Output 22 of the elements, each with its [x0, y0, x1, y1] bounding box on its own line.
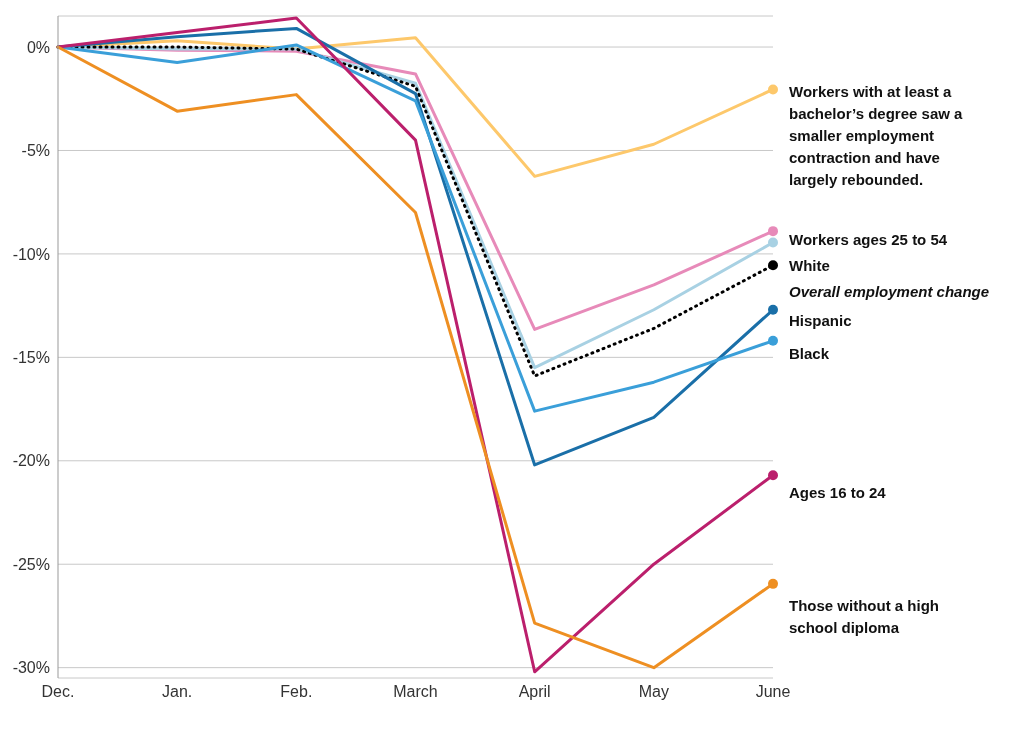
y-tick-label: -15% [12, 349, 50, 367]
series-label: Black [789, 343, 830, 364]
series-label: Those without a high school diploma [789, 596, 939, 639]
x-tick-label: April [518, 683, 551, 701]
x-tick-label: Feb. [280, 683, 313, 701]
y-tick-label: -5% [21, 142, 50, 160]
series-label: Ages 16 to 24 [789, 483, 886, 504]
series-label: Workers with at least a bachelor’s degree saw a smaller employment contraction and have largely rebounded. [789, 82, 963, 191]
y-tick-label: -10% [12, 245, 50, 263]
series-label: White [789, 255, 830, 276]
y-tick-label: -30% [12, 659, 50, 677]
x-tick-label: March [393, 683, 438, 701]
series-label: Workers ages 25 to 54 [789, 229, 948, 250]
x-tick-label: Dec. [41, 683, 75, 701]
x-tick-label: June [755, 683, 791, 701]
y-tick-label: -25% [12, 555, 50, 573]
y-tick-label: -20% [12, 452, 50, 470]
y-tick-label: 0% [26, 38, 50, 56]
series-label: Hispanic [789, 311, 852, 332]
series-label: Overall employment change [789, 281, 990, 302]
x-tick-label: May [638, 683, 669, 701]
x-tick-label: Jan. [162, 683, 193, 701]
